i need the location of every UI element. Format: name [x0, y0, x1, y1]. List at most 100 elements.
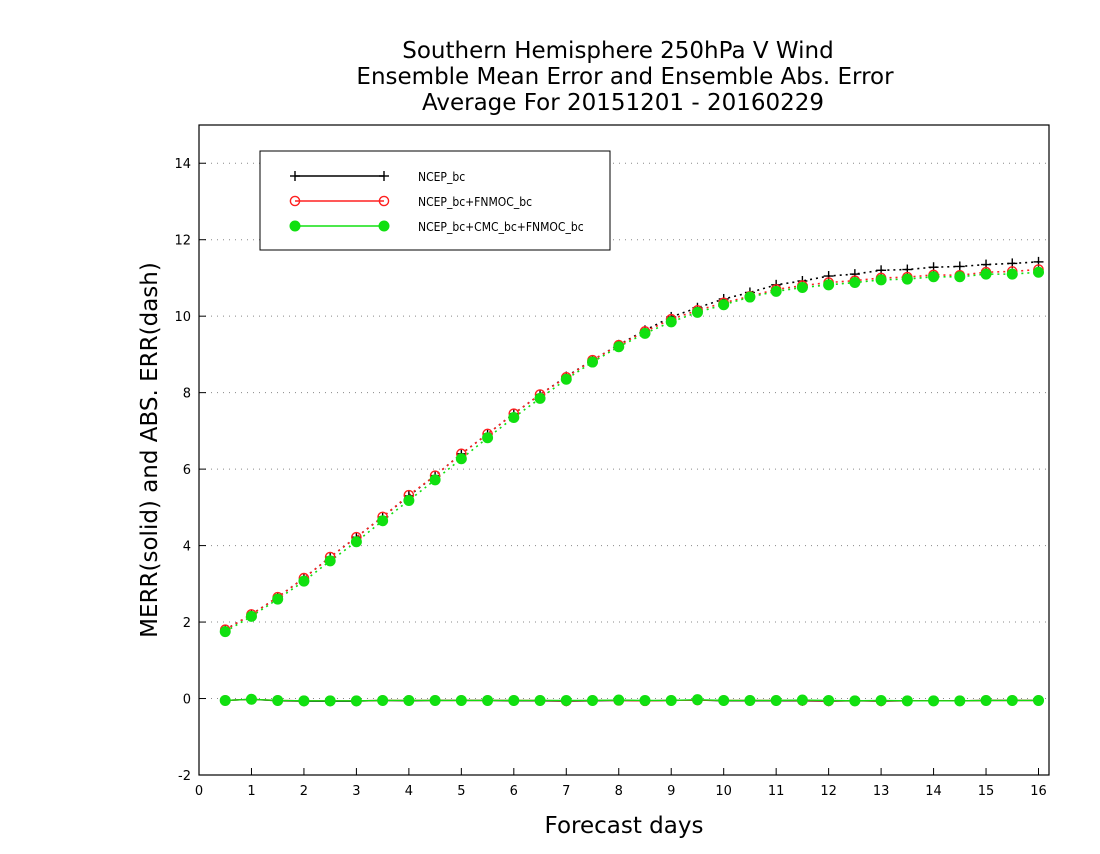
series-3-abs-err-point — [377, 515, 389, 527]
x-axis-ticks: 0 1 2 3 4 5 6 7 8 9 10 11 12 13 14 15 16 — [195, 768, 1047, 799]
series-1-abs-err-point — [954, 261, 965, 272]
x-tick-label: 14 — [925, 784, 942, 799]
x-tick-label: 9 — [667, 784, 675, 799]
series-3-abs-err-point — [928, 271, 940, 283]
series-3-abs-err-point — [219, 626, 231, 638]
series-3-markers — [219, 266, 1045, 707]
series-3-abs-err-line — [224, 271, 1039, 633]
x-tick-label: 12 — [820, 784, 837, 799]
series-2-markers — [219, 264, 1044, 707]
series-3-mean-err-point — [298, 695, 310, 707]
series-3-abs-err-point — [403, 494, 415, 506]
legend: NCEP_bc NCEP_bc+FNMOC_bc NCEP_bc+CMC_bc+FN… — [259, 150, 611, 251]
legend-entry-2: NCEP_bc+FNMOC_bc — [289, 195, 532, 209]
series-3-mean-err-point — [1006, 694, 1018, 706]
series-2-abs-err-line — [224, 268, 1039, 631]
series-3-abs-err-point — [560, 373, 572, 385]
series-3-mean-err-point — [954, 695, 966, 707]
x-tick-label: 1 — [247, 784, 255, 799]
chart-title-line-3: Average For 20151201 - 20160229 — [422, 90, 824, 116]
series-3-mean-err-point — [980, 694, 992, 706]
legend-entry-1: NCEP_bc — [290, 170, 465, 184]
y-tick-label: 2 — [183, 616, 191, 631]
series-3-mean-err-point — [272, 694, 284, 706]
series-3-abs-err-point — [849, 277, 861, 289]
series-3-abs-err-point — [691, 306, 703, 318]
legend-label: NCEP_bc+CMC_bc+FNMOC_bc — [418, 220, 584, 234]
series-3-mean-err-point — [245, 693, 257, 705]
series-3-mean-err-point — [219, 694, 231, 706]
x-tick-label: 3 — [352, 784, 360, 799]
series-3-abs-err-point — [350, 536, 362, 548]
series-2 — [224, 268, 1039, 702]
grid-lines — [199, 162, 1049, 776]
y-tick-label: 8 — [183, 387, 191, 402]
series-3-mean-err-point — [1033, 694, 1045, 706]
series-3 — [224, 271, 1039, 702]
legend-marker-end — [378, 195, 390, 207]
x-tick-label: 16 — [1030, 784, 1047, 799]
series-3-abs-err-point — [1033, 266, 1045, 278]
y-tick-label: 6 — [183, 463, 191, 478]
series-3-mean-err-point — [534, 694, 546, 706]
series-3-abs-err-point — [534, 392, 546, 404]
legend-marker-start — [290, 171, 300, 181]
y-tick-label: 14 — [174, 157, 191, 172]
x-tick-label: 10 — [715, 784, 732, 799]
legend-marker-end — [378, 220, 390, 232]
series-3-mean-err-point — [639, 694, 651, 706]
series-3-abs-err-point — [324, 555, 336, 567]
legend-entries: NCEP_bc NCEP_bc+FNMOC_bc NCEP_bc+CMC_bc+FN… — [289, 170, 584, 234]
x-tick-label: 15 — [978, 784, 995, 799]
x-tick-label: 8 — [615, 784, 623, 799]
series-3-abs-err-point — [796, 282, 808, 293]
chart-title-line-1: Southern Hemisphere 250hPa V Wind — [402, 38, 833, 64]
series-3-abs-err-point — [455, 453, 467, 465]
y-tick-label: 12 — [174, 234, 191, 249]
series-3-mean-err-line — [225, 698, 1039, 702]
series-3-abs-err-point — [613, 341, 625, 353]
x-tick-label: 0 — [195, 784, 203, 799]
series-3-mean-err-point — [508, 694, 520, 706]
y-axis-ticks: -2 0 2 4 6 8 10 12 14 — [174, 157, 206, 784]
legend-label: NCEP_bc — [418, 170, 465, 184]
series-3-mean-err-point — [928, 695, 940, 707]
series-layer — [219, 256, 1045, 707]
y-axis-title: MERR(solid) and ABS. ERR(dash) — [137, 262, 163, 638]
series-1-markers — [220, 256, 1044, 707]
series-3-abs-err-point — [1006, 268, 1018, 280]
series-3-mean-err-point — [429, 694, 441, 706]
series-3-abs-err-point — [954, 271, 966, 283]
series-3-abs-err-point — [823, 279, 835, 291]
series-3-mean-err-point — [403, 694, 415, 706]
series-3-abs-err-point — [875, 274, 887, 286]
legend-marker-start — [289, 220, 301, 232]
series-3-mean-err-point — [587, 694, 599, 706]
legend-marker-start — [289, 195, 301, 207]
y-tick-label: -2 — [178, 769, 191, 784]
series-3-mean-err-point — [744, 694, 756, 706]
y-tick-label: 10 — [174, 310, 191, 325]
series-3-mean-err-point — [613, 694, 625, 706]
series-3-mean-err-point — [560, 694, 572, 706]
series-3-mean-err-point — [901, 695, 913, 707]
x-tick-label: 2 — [300, 784, 308, 799]
series-3-mean-err-point — [482, 694, 494, 706]
series-3-mean-err-point — [324, 695, 336, 707]
series-3-mean-err-point — [377, 694, 389, 706]
x-tick-label: 11 — [768, 784, 785, 799]
series-3-abs-err-point — [272, 593, 284, 605]
series-3-abs-err-point — [770, 285, 782, 297]
series-1 — [224, 261, 1039, 702]
series-3-mean-err-point — [665, 694, 677, 706]
y-tick-label: 0 — [183, 693, 191, 708]
series-3-abs-err-point — [665, 316, 677, 328]
series-3-abs-err-point — [508, 412, 520, 423]
series-3-abs-err-point — [901, 273, 913, 285]
chart-title: Southern Hemisphere 250hPa V Wind Ensemb… — [356, 38, 894, 116]
series-3-mean-err-point — [849, 695, 861, 707]
chart-title-line-2: Ensemble Mean Error and Ensemble Abs. Er… — [356, 64, 894, 90]
series-3-mean-err-point — [718, 694, 730, 706]
x-tick-label: 5 — [457, 784, 465, 799]
